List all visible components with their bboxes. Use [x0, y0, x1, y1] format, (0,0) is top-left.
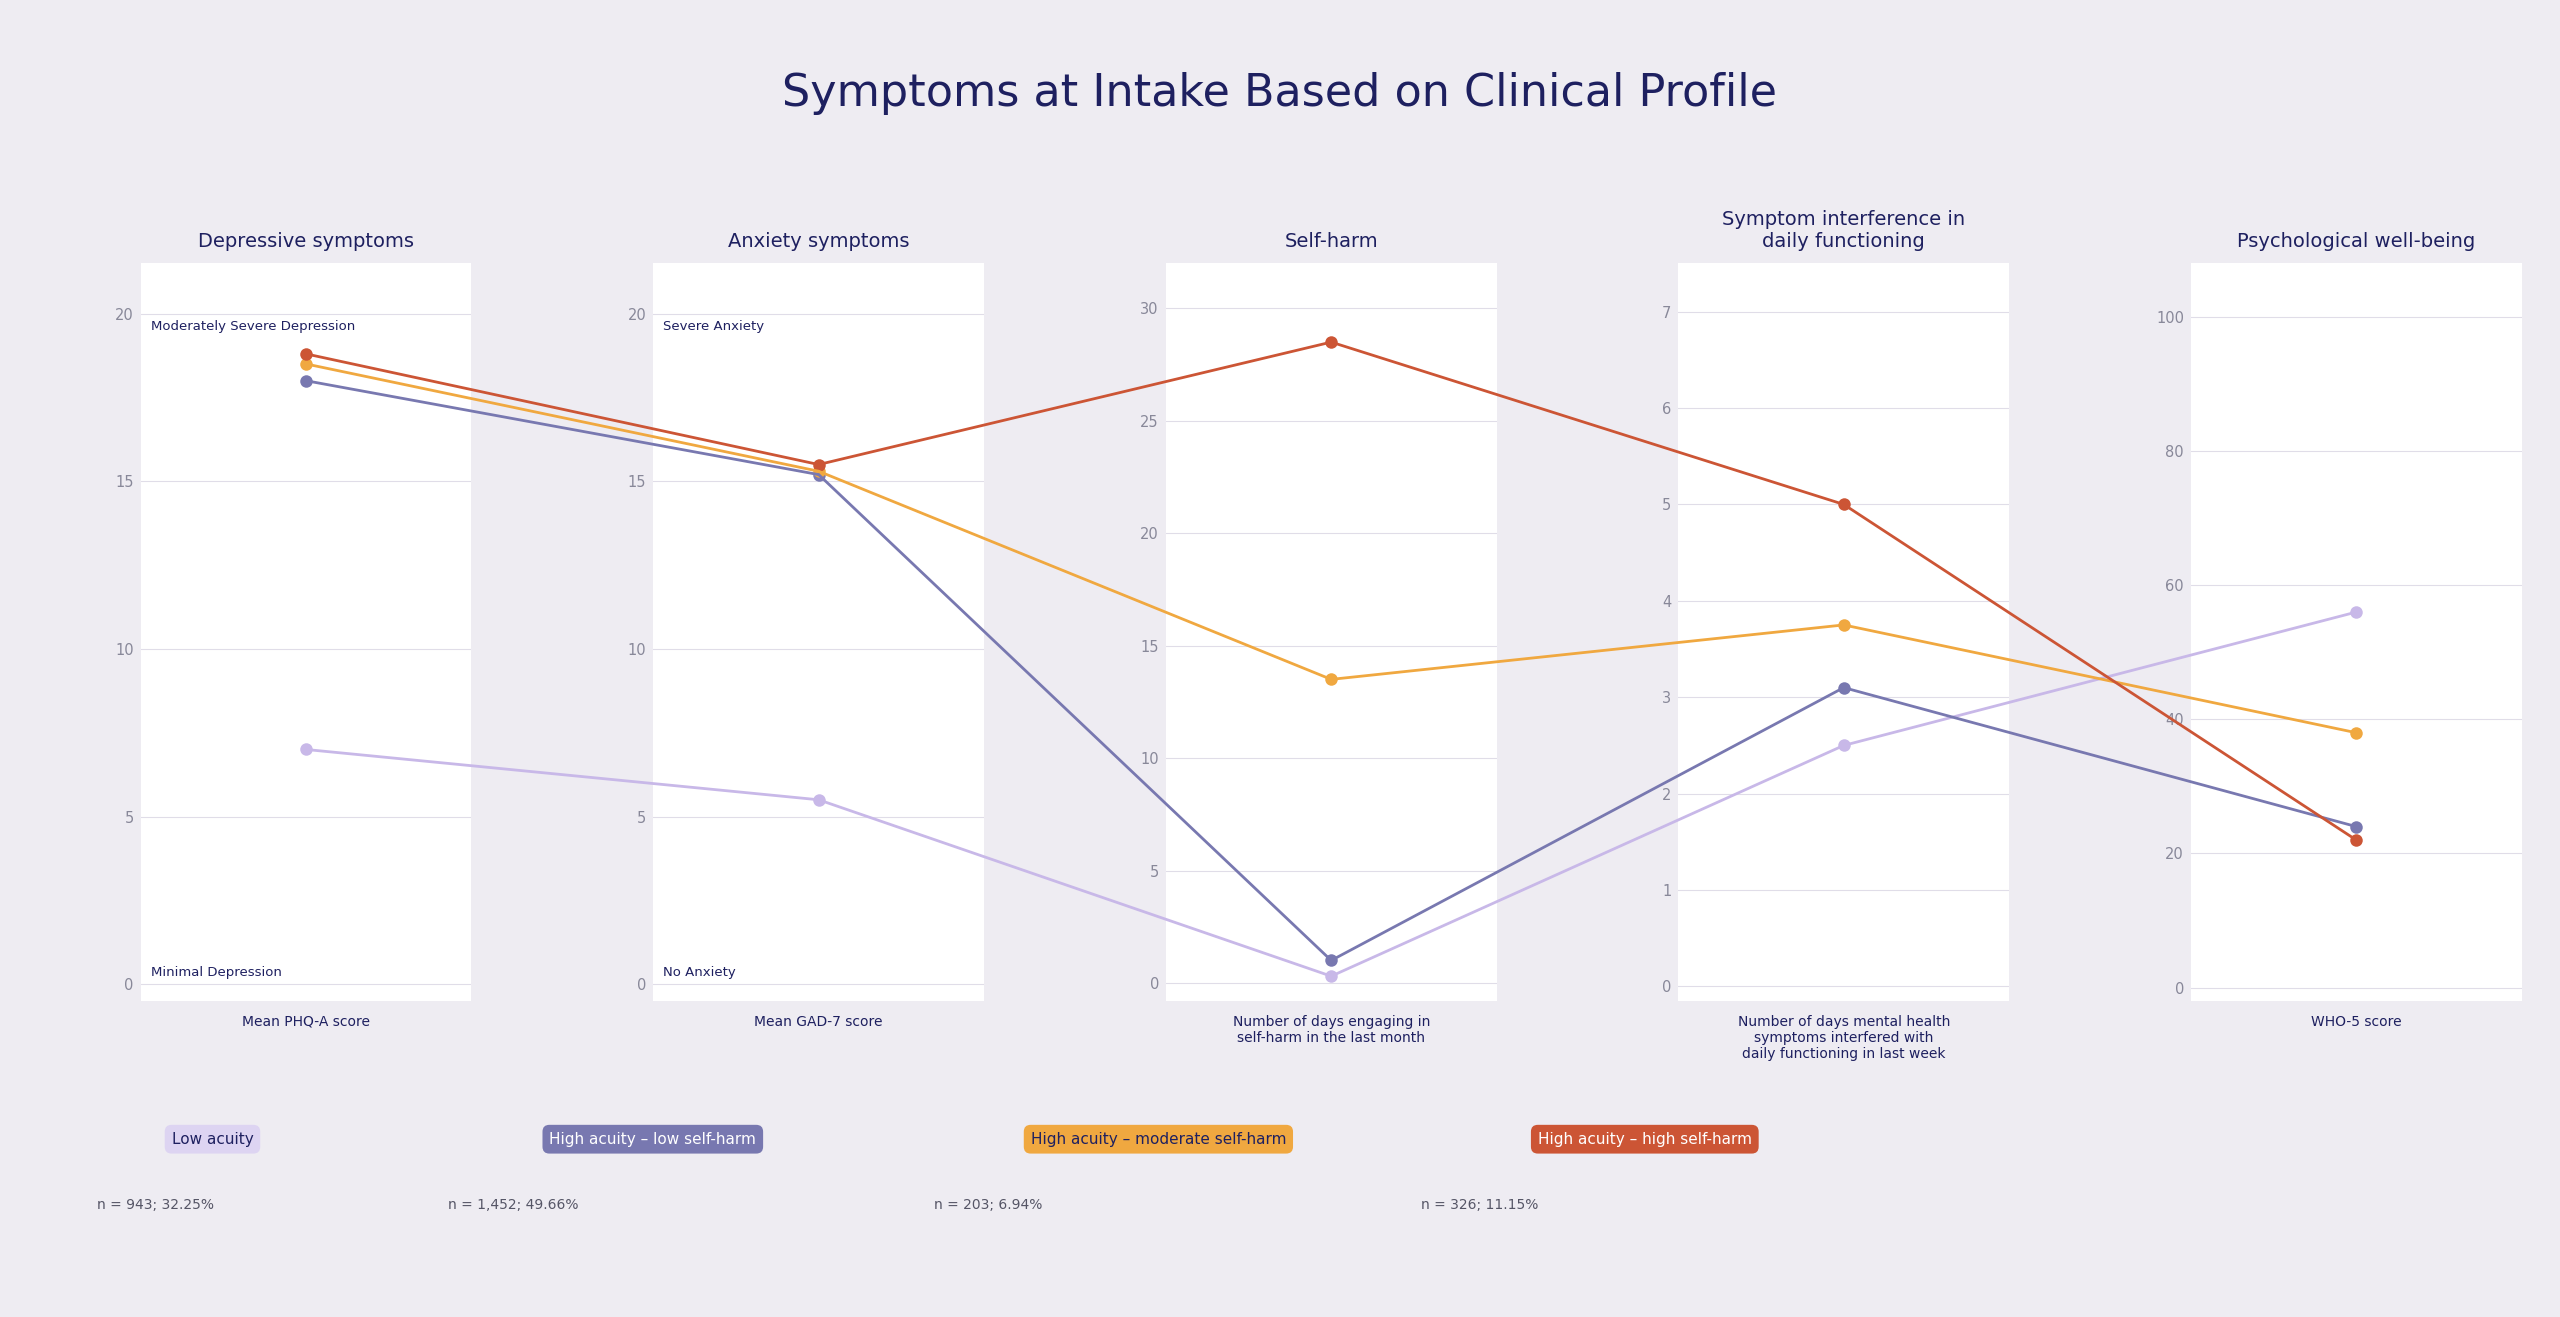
Text: High acuity – moderate self-harm: High acuity – moderate self-harm [1032, 1131, 1285, 1147]
Text: No Anxiety: No Anxiety [663, 967, 737, 979]
Text: Minimal Depression: Minimal Depression [151, 967, 282, 979]
Text: n = 326; 11.15%: n = 326; 11.15% [1421, 1198, 1539, 1212]
Text: n = 203; 6.94%: n = 203; 6.94% [934, 1198, 1042, 1212]
Text: n = 943; 32.25%: n = 943; 32.25% [97, 1198, 215, 1212]
X-axis label: Mean PHQ-A score: Mean PHQ-A score [243, 1015, 371, 1029]
Title: Symptom interference in
daily functioning: Symptom interference in daily functionin… [1723, 209, 1966, 250]
Title: Depressive symptoms: Depressive symptoms [197, 232, 415, 250]
Text: n = 1,452; 49.66%: n = 1,452; 49.66% [448, 1198, 579, 1212]
Text: High acuity – high self-harm: High acuity – high self-harm [1539, 1131, 1751, 1147]
Title: Anxiety symptoms: Anxiety symptoms [727, 232, 909, 250]
Text: Severe Anxiety: Severe Anxiety [663, 320, 765, 333]
Text: Low acuity: Low acuity [172, 1131, 253, 1147]
Title: Psychological well-being: Psychological well-being [2237, 232, 2476, 250]
Text: Symptoms at Intake Based on Clinical Profile: Symptoms at Intake Based on Clinical Pro… [783, 72, 1777, 116]
Text: High acuity – low self-harm: High acuity – low self-harm [550, 1131, 755, 1147]
X-axis label: WHO-5 score: WHO-5 score [2312, 1015, 2401, 1029]
X-axis label: Number of days mental health
symptoms interfered with
daily functioning in last : Number of days mental health symptoms in… [1738, 1015, 1951, 1062]
X-axis label: Number of days engaging in
self-harm in the last month: Number of days engaging in self-harm in … [1231, 1015, 1431, 1044]
X-axis label: Mean GAD-7 score: Mean GAD-7 score [755, 1015, 883, 1029]
Title: Self-harm: Self-harm [1285, 232, 1377, 250]
Text: Moderately Severe Depression: Moderately Severe Depression [151, 320, 356, 333]
